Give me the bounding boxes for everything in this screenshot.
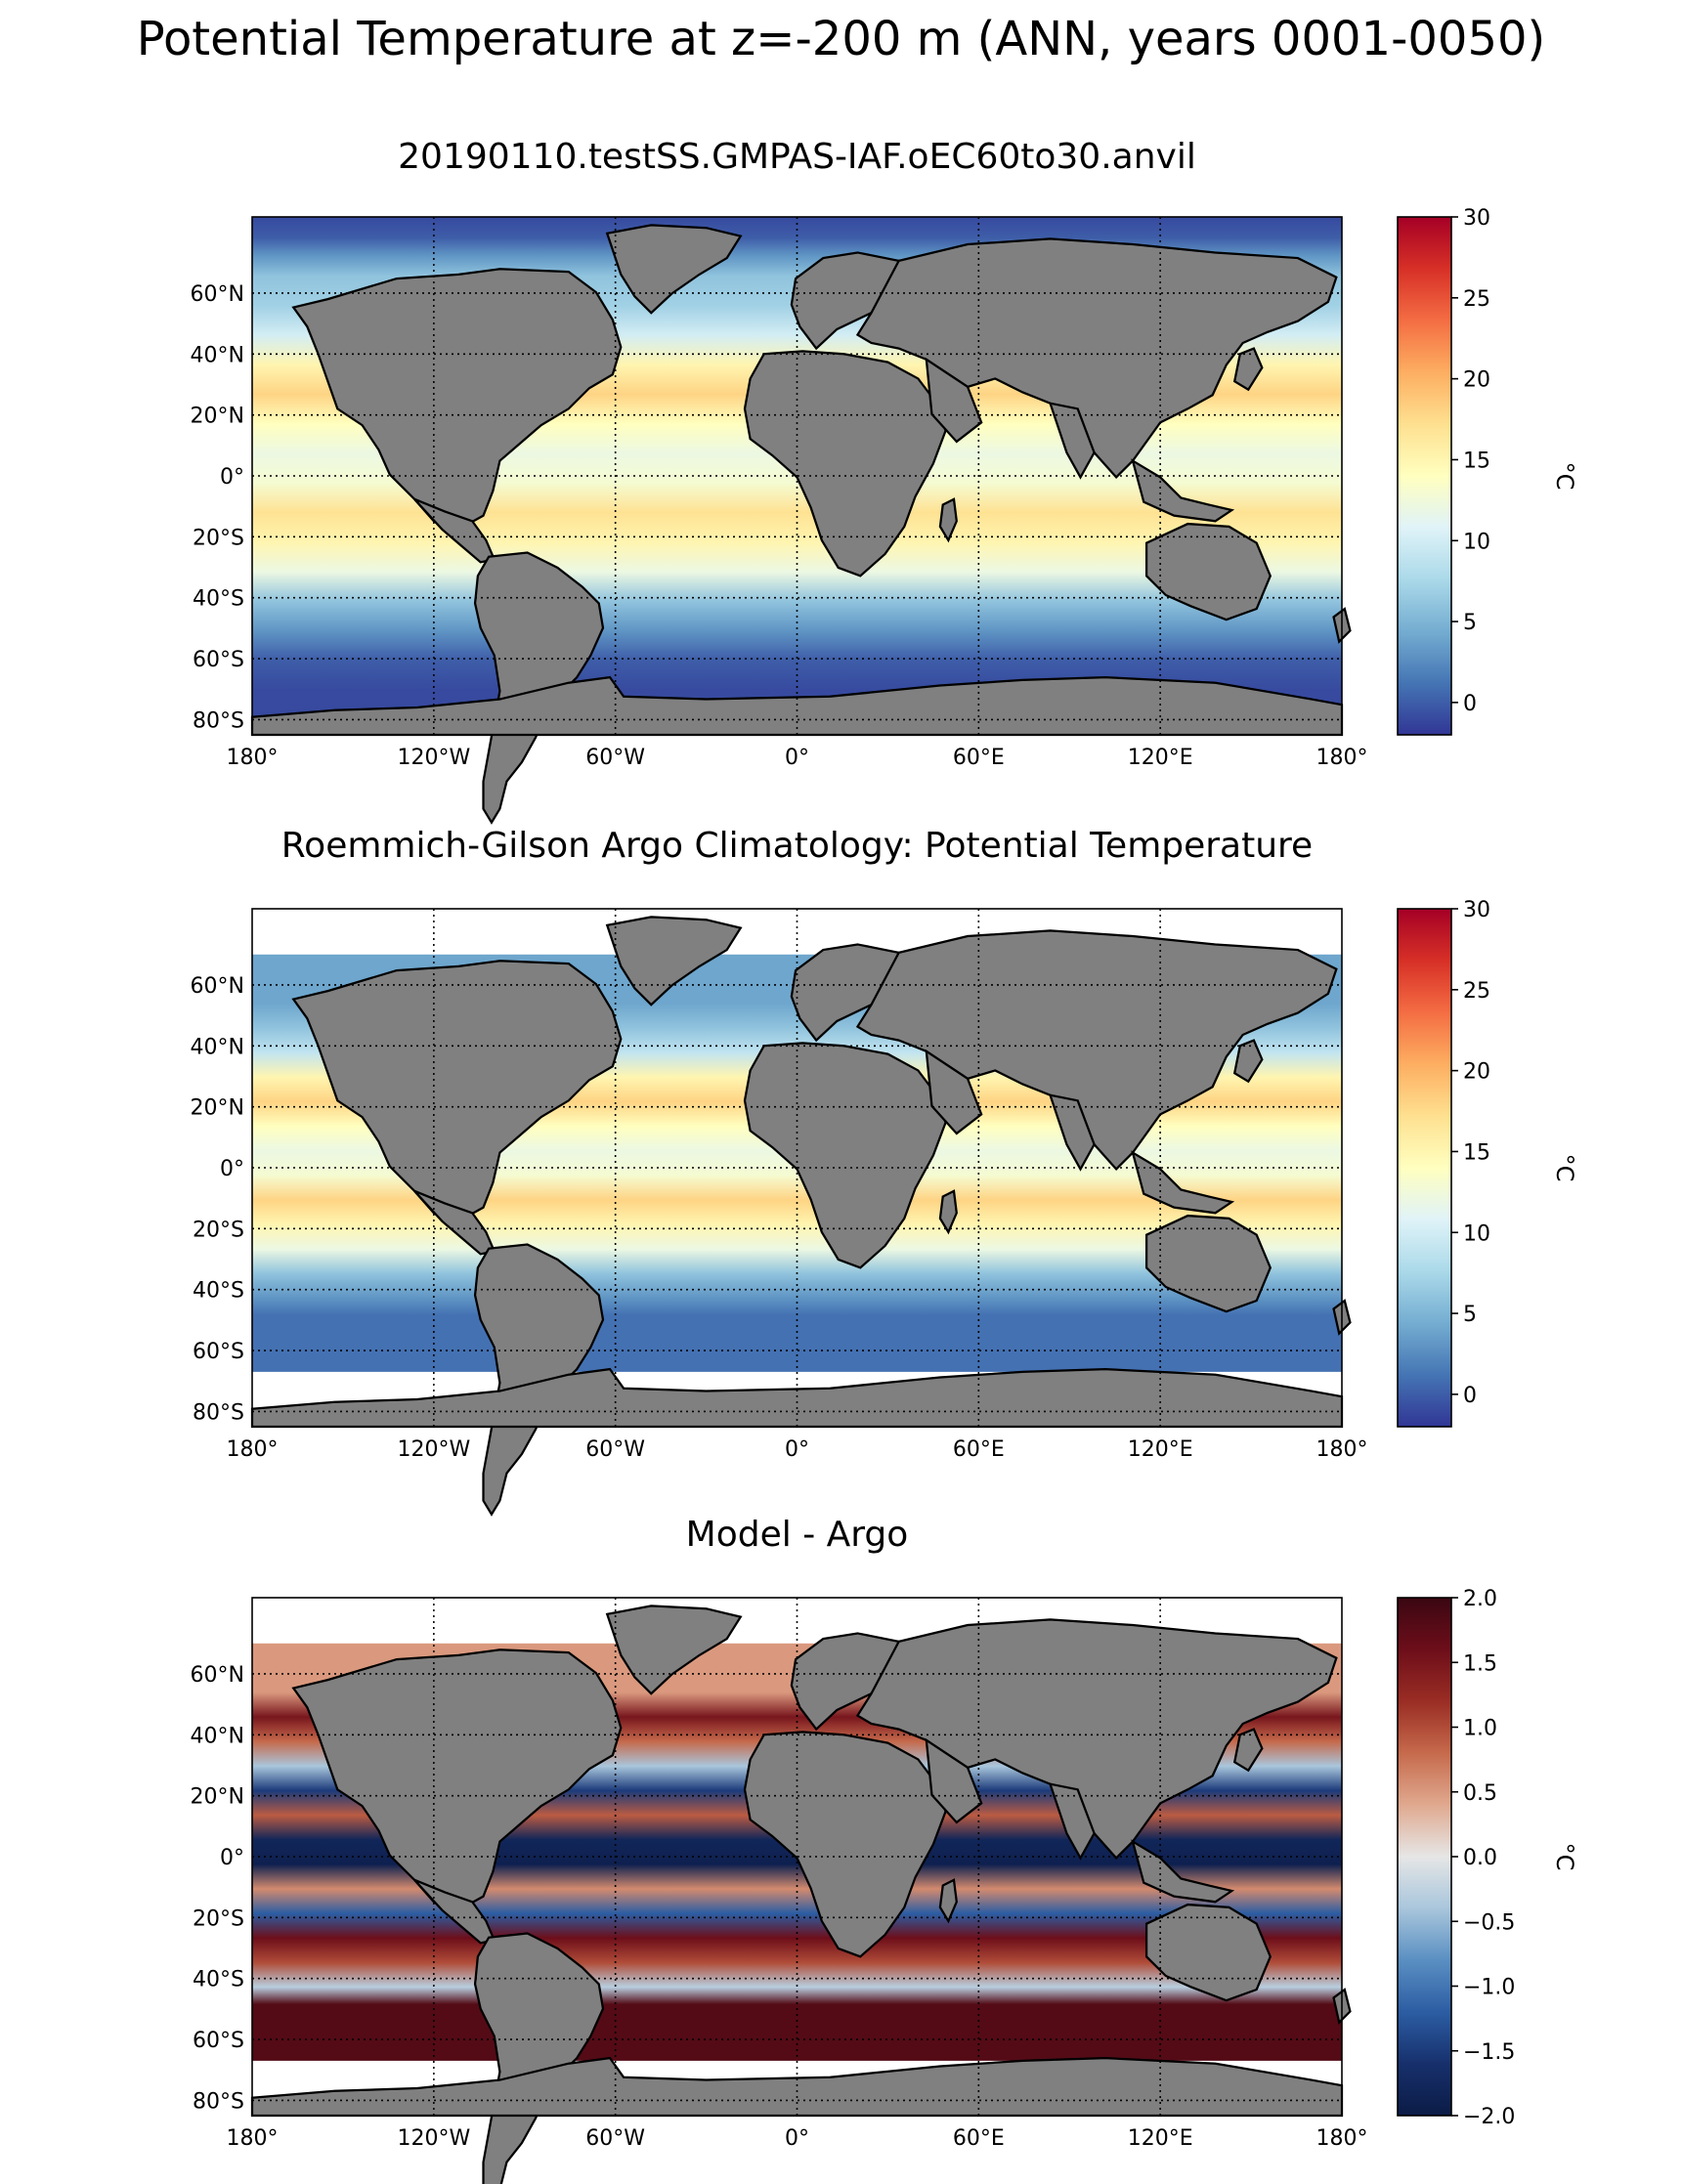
lat-tick-label: 40°N — [191, 343, 244, 367]
colorbar-tick-label: 5 — [1463, 1303, 1477, 1327]
lon-tick-label: 60°E — [953, 2126, 1005, 2151]
lat-tick-label: 20°N — [191, 1096, 244, 1121]
lon-tick-label: 180° — [227, 746, 279, 770]
lat-tick-label: 80°S — [193, 2089, 244, 2114]
lat-tick-label: 60°N — [191, 974, 244, 999]
lon-tick-label: 120°E — [1128, 746, 1193, 770]
colorbar-tick-label: 30 — [1463, 206, 1490, 231]
colorbar-tick-label: 0.5 — [1463, 1781, 1497, 1806]
lon-tick-label: 120°W — [397, 1437, 470, 1462]
lat-tick-label: 0° — [220, 1157, 244, 1181]
colorbar-tick-label: 5 — [1463, 611, 1477, 635]
lat-tick-label: 20°S — [193, 1906, 244, 1931]
panel-title-argo: Roemmich-Gilson Argo Climatology: Potent… — [280, 826, 1314, 866]
colorbar-unit-label: °C — [1551, 1154, 1578, 1182]
lon-tick-label: 60°E — [953, 746, 1005, 770]
graticule — [252, 909, 1342, 1427]
colorbar-tick-label: 15 — [1463, 1140, 1490, 1165]
lat-tick-label: 20°S — [193, 526, 244, 550]
colorbar-tick-label: 1.0 — [1463, 1717, 1497, 1741]
colorbar-tick-label: 20 — [1463, 1060, 1490, 1085]
lon-tick-label: 60°W — [585, 2126, 645, 2151]
map-panel-2: 60°N 40°N 20°N 0° 20°S 40°S 60°S 80°S 180° 120°W 6… — [191, 908, 1368, 1516]
colorbar: 2.0 1.5 1.0 0.5 0.0 −0.5 −1.0 −1.5 −2.0 °C — [1397, 1587, 1578, 2129]
colorbar: 30 25 20 15 10 5 0 °C — [1397, 898, 1578, 1428]
lat-tick-label: 60°S — [193, 1340, 244, 1364]
colorbar-tick-label: 20 — [1463, 368, 1490, 393]
lon-tick-label: 120°E — [1128, 2126, 1193, 2151]
lat-tick-label: 40°S — [193, 1968, 244, 1992]
colorbar-ramp — [1397, 908, 1452, 1428]
lon-tick-label: 60°E — [953, 1437, 1005, 1462]
lat-tick-label: 20°N — [191, 405, 244, 429]
lon-tick-label: 180° — [1316, 746, 1368, 770]
lat-tick-label: 60°S — [193, 648, 244, 672]
lon-tick-label: 120°W — [397, 746, 470, 770]
lat-tick-label: 40°N — [191, 1035, 244, 1059]
colorbar-tick-label: 10 — [1463, 530, 1490, 554]
lat-tick-label: 40°S — [193, 1279, 244, 1304]
map-frame — [251, 908, 1343, 1428]
map-panel-3: 60°N 40°N 20°N 0° 20°S 40°S 60°S 80°S 180° 120°W 6… — [191, 1597, 1368, 2184]
lat-tick-label: 60°S — [193, 2029, 244, 2053]
figure-title: Potential Temperature at z=-200 m (ANN, … — [136, 12, 1546, 66]
colorbar: 30 25 20 15 10 5 0 °C — [1397, 206, 1578, 736]
colorbar-tick-label: 25 — [1463, 287, 1490, 312]
colorbar-tick-label: 25 — [1463, 979, 1490, 1004]
colorbar-tick-label: 0.0 — [1463, 1846, 1497, 1870]
lat-tick-label: 40°N — [191, 1724, 244, 1748]
lon-tick-label: 120°W — [397, 2126, 470, 2151]
panel-title-difference: Model - Argo — [685, 1515, 909, 1555]
lon-tick-label: 180° — [227, 2126, 279, 2151]
map-panel-1: 60°N 40°N 20°N 0° 20°S 40°S 60°S 80°S 180° 120°W 6… — [191, 216, 1368, 824]
lon-tick-label: 60°W — [585, 1437, 645, 1462]
lon-tick-label: 60°W — [585, 746, 645, 770]
map-frame — [251, 216, 1343, 736]
graticule — [252, 217, 1342, 735]
lon-tick-label: 0° — [785, 746, 809, 770]
lon-tick-label: 180° — [1316, 1437, 1368, 1462]
lat-tick-label: 0° — [220, 465, 244, 490]
lat-tick-label: 20°N — [191, 1785, 244, 1810]
lon-tick-label: 180° — [227, 1437, 279, 1462]
colorbar-tick-label: −1.5 — [1463, 2040, 1515, 2065]
lon-tick-label: 0° — [785, 2126, 809, 2151]
lon-tick-label: 180° — [1316, 2126, 1368, 2151]
lon-tick-label: 120°E — [1128, 1437, 1193, 1462]
colorbar-unit-label: °C — [1551, 462, 1578, 491]
colorbar-tick-label: −1.0 — [1463, 1976, 1515, 2000]
graticule — [252, 1598, 1342, 2116]
colorbar-tick-label: 30 — [1463, 898, 1490, 922]
colorbar-tick-label: 0 — [1463, 1384, 1477, 1408]
lat-tick-label: 0° — [220, 1846, 244, 1870]
panel-title-model: 20190110.testSS.GMPAS-IAF.oEC60to30.anvi… — [398, 137, 1196, 177]
lat-tick-label: 80°S — [193, 708, 244, 733]
colorbar-ramp — [1397, 216, 1452, 736]
colorbar-tick-label: 1.5 — [1463, 1651, 1497, 1676]
lat-tick-label: 60°N — [191, 282, 244, 307]
lat-tick-label: 80°S — [193, 1400, 244, 1425]
colorbar-ramp — [1397, 1597, 1452, 2117]
colorbar-tick-label: −0.5 — [1463, 1910, 1515, 1935]
lat-tick-label: 20°S — [193, 1218, 244, 1242]
colorbar-unit-label: °C — [1551, 1843, 1578, 1871]
lat-tick-label: 40°S — [193, 587, 244, 612]
colorbar-tick-label: 0 — [1463, 692, 1477, 716]
colorbar-tick-label: 10 — [1463, 1221, 1490, 1246]
colorbar-tick-label: 15 — [1463, 449, 1490, 473]
map-frame — [251, 1597, 1343, 2117]
colorbar-tick-label: −2.0 — [1463, 2105, 1515, 2129]
colorbar-tick-label: 2.0 — [1463, 1587, 1497, 1611]
lon-tick-label: 0° — [785, 1437, 809, 1462]
lat-tick-label: 60°N — [191, 1663, 244, 1688]
